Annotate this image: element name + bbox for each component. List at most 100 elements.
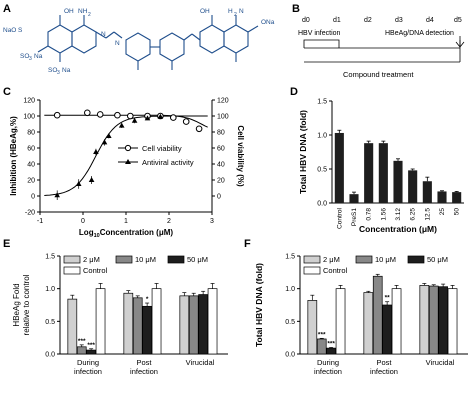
y-tick-label: 60: [27, 146, 35, 153]
x-tick-label: 25: [439, 208, 446, 216]
x-axis-title: Log10Concentration (μM): [79, 228, 173, 239]
bar: [428, 285, 439, 355]
y-axis-title: HBeAg Fold: [12, 283, 21, 326]
svg-text:OH: OH: [200, 8, 210, 15]
antiviral-point: [75, 181, 82, 186]
bar: [151, 288, 162, 355]
antiviral-point: [93, 149, 99, 154]
panel-label-f: F: [244, 238, 251, 250]
viability-point: [182, 118, 190, 125]
legend-label-antiviral: Antiviral activity: [142, 158, 194, 167]
y2-tick-label: 0: [217, 194, 221, 201]
bar: [408, 170, 418, 203]
y2-tick-label: 60: [217, 146, 225, 153]
viability-fit-curve: [44, 114, 208, 128]
bar: [76, 346, 87, 355]
viability-point: [195, 125, 203, 133]
legend-label: 50 μM: [187, 255, 208, 264]
significance-marker: ***: [78, 338, 86, 345]
svg-text:SO: SO: [48, 67, 57, 74]
panel-label-c: C: [3, 86, 11, 98]
bar: [419, 285, 430, 355]
svg-text:NaO: NaO: [3, 27, 16, 34]
svg-text:SO: SO: [20, 53, 29, 60]
y-tick-label: 0.0: [285, 352, 295, 359]
x-tick-label: 12.5: [424, 208, 431, 221]
svg-text:3: 3: [57, 70, 60, 76]
day-label: d5: [454, 17, 462, 24]
y-tick-label: 1.0: [285, 286, 295, 293]
y-tick-label: 1.0: [45, 286, 55, 293]
legend-label: 10 μM: [135, 255, 156, 264]
svg-text:Na: Na: [34, 53, 43, 60]
x-tick-label: Post: [376, 358, 392, 367]
bar: [378, 143, 388, 203]
legend-label: Control: [323, 266, 348, 275]
y-tick-label: 0.5: [285, 319, 295, 326]
day-label: d2: [364, 17, 372, 24]
legend-swatch: [355, 255, 373, 264]
x-tick-label: 1.56: [380, 208, 387, 221]
legend-label: 2 μM: [83, 255, 100, 264]
x-tick-label: Post: [136, 358, 152, 367]
y-tick-label: 1.5: [285, 254, 295, 261]
x-tick-label: 2: [167, 218, 171, 225]
x-tick-label: Virucidal: [186, 358, 215, 367]
bar: [452, 192, 462, 203]
y-tick-label: 0: [31, 194, 35, 201]
legend-swatch: [63, 255, 81, 264]
x-tick-label: infection: [130, 367, 158, 376]
viability-point: [96, 111, 104, 118]
x-tick-label: 0.78: [366, 208, 373, 221]
y-tick-label: 1.5: [45, 254, 55, 261]
x-tick-label: infection: [370, 367, 398, 376]
significance-marker: ***: [87, 342, 95, 349]
panel-label-e: E: [3, 238, 10, 250]
y2-axis-title: Cell viability (%): [236, 125, 245, 187]
svg-text:NH: NH: [78, 8, 88, 15]
x-tick-label: 6.25: [410, 208, 417, 221]
bar: [198, 294, 208, 355]
bar: [447, 288, 458, 355]
bar: [438, 286, 448, 355]
significance-marker: *: [146, 296, 149, 303]
bar: [132, 297, 143, 355]
legend-label: Control: [83, 266, 108, 275]
y-axis-title-line2: relative to control: [22, 274, 31, 335]
svg-text:2: 2: [88, 12, 91, 18]
y-tick-label: 0.5: [317, 167, 327, 174]
significance-marker: ***: [327, 340, 335, 347]
legend-swatch: [63, 266, 81, 275]
antiviral-point: [118, 122, 125, 128]
y2-tick-label: 120: [217, 98, 229, 105]
y2-tick-label: 100: [217, 114, 229, 121]
bar: [334, 132, 344, 203]
legend-swatch: [407, 255, 425, 264]
bar: [382, 304, 392, 355]
bar: [422, 181, 432, 203]
viability-point: [127, 112, 134, 120]
day-label: d1: [333, 17, 341, 24]
legend-label: 10 μM: [375, 255, 396, 264]
viability-point: [114, 111, 121, 119]
svg-text:3: 3: [29, 56, 32, 62]
bar: [207, 288, 218, 355]
antiviral-point: [88, 177, 95, 182]
x-tick-label: During: [317, 358, 339, 367]
hbeag-grouped-bar-chart: 0.00.51.01.5******Duringinfection*Postin…: [12, 254, 228, 376]
legend-label: 2 μM: [323, 255, 340, 264]
significance-marker: ***: [318, 331, 326, 338]
viability-point: [84, 109, 91, 117]
panel-label-a: A: [3, 3, 11, 15]
hbv-infection-label: HBV infection: [298, 30, 341, 37]
bar: [67, 298, 78, 355]
legend-label-viability: Cell viability: [142, 144, 182, 153]
bar: [188, 295, 199, 355]
y2-tick-label: 80: [217, 130, 225, 137]
bar: [123, 292, 134, 355]
svg-text:Na: Na: [62, 67, 71, 74]
y-tick-label: 0.0: [317, 201, 327, 208]
viability-point: [170, 114, 177, 121]
legend-marker-viability: [124, 144, 132, 152]
bar: [391, 288, 402, 355]
